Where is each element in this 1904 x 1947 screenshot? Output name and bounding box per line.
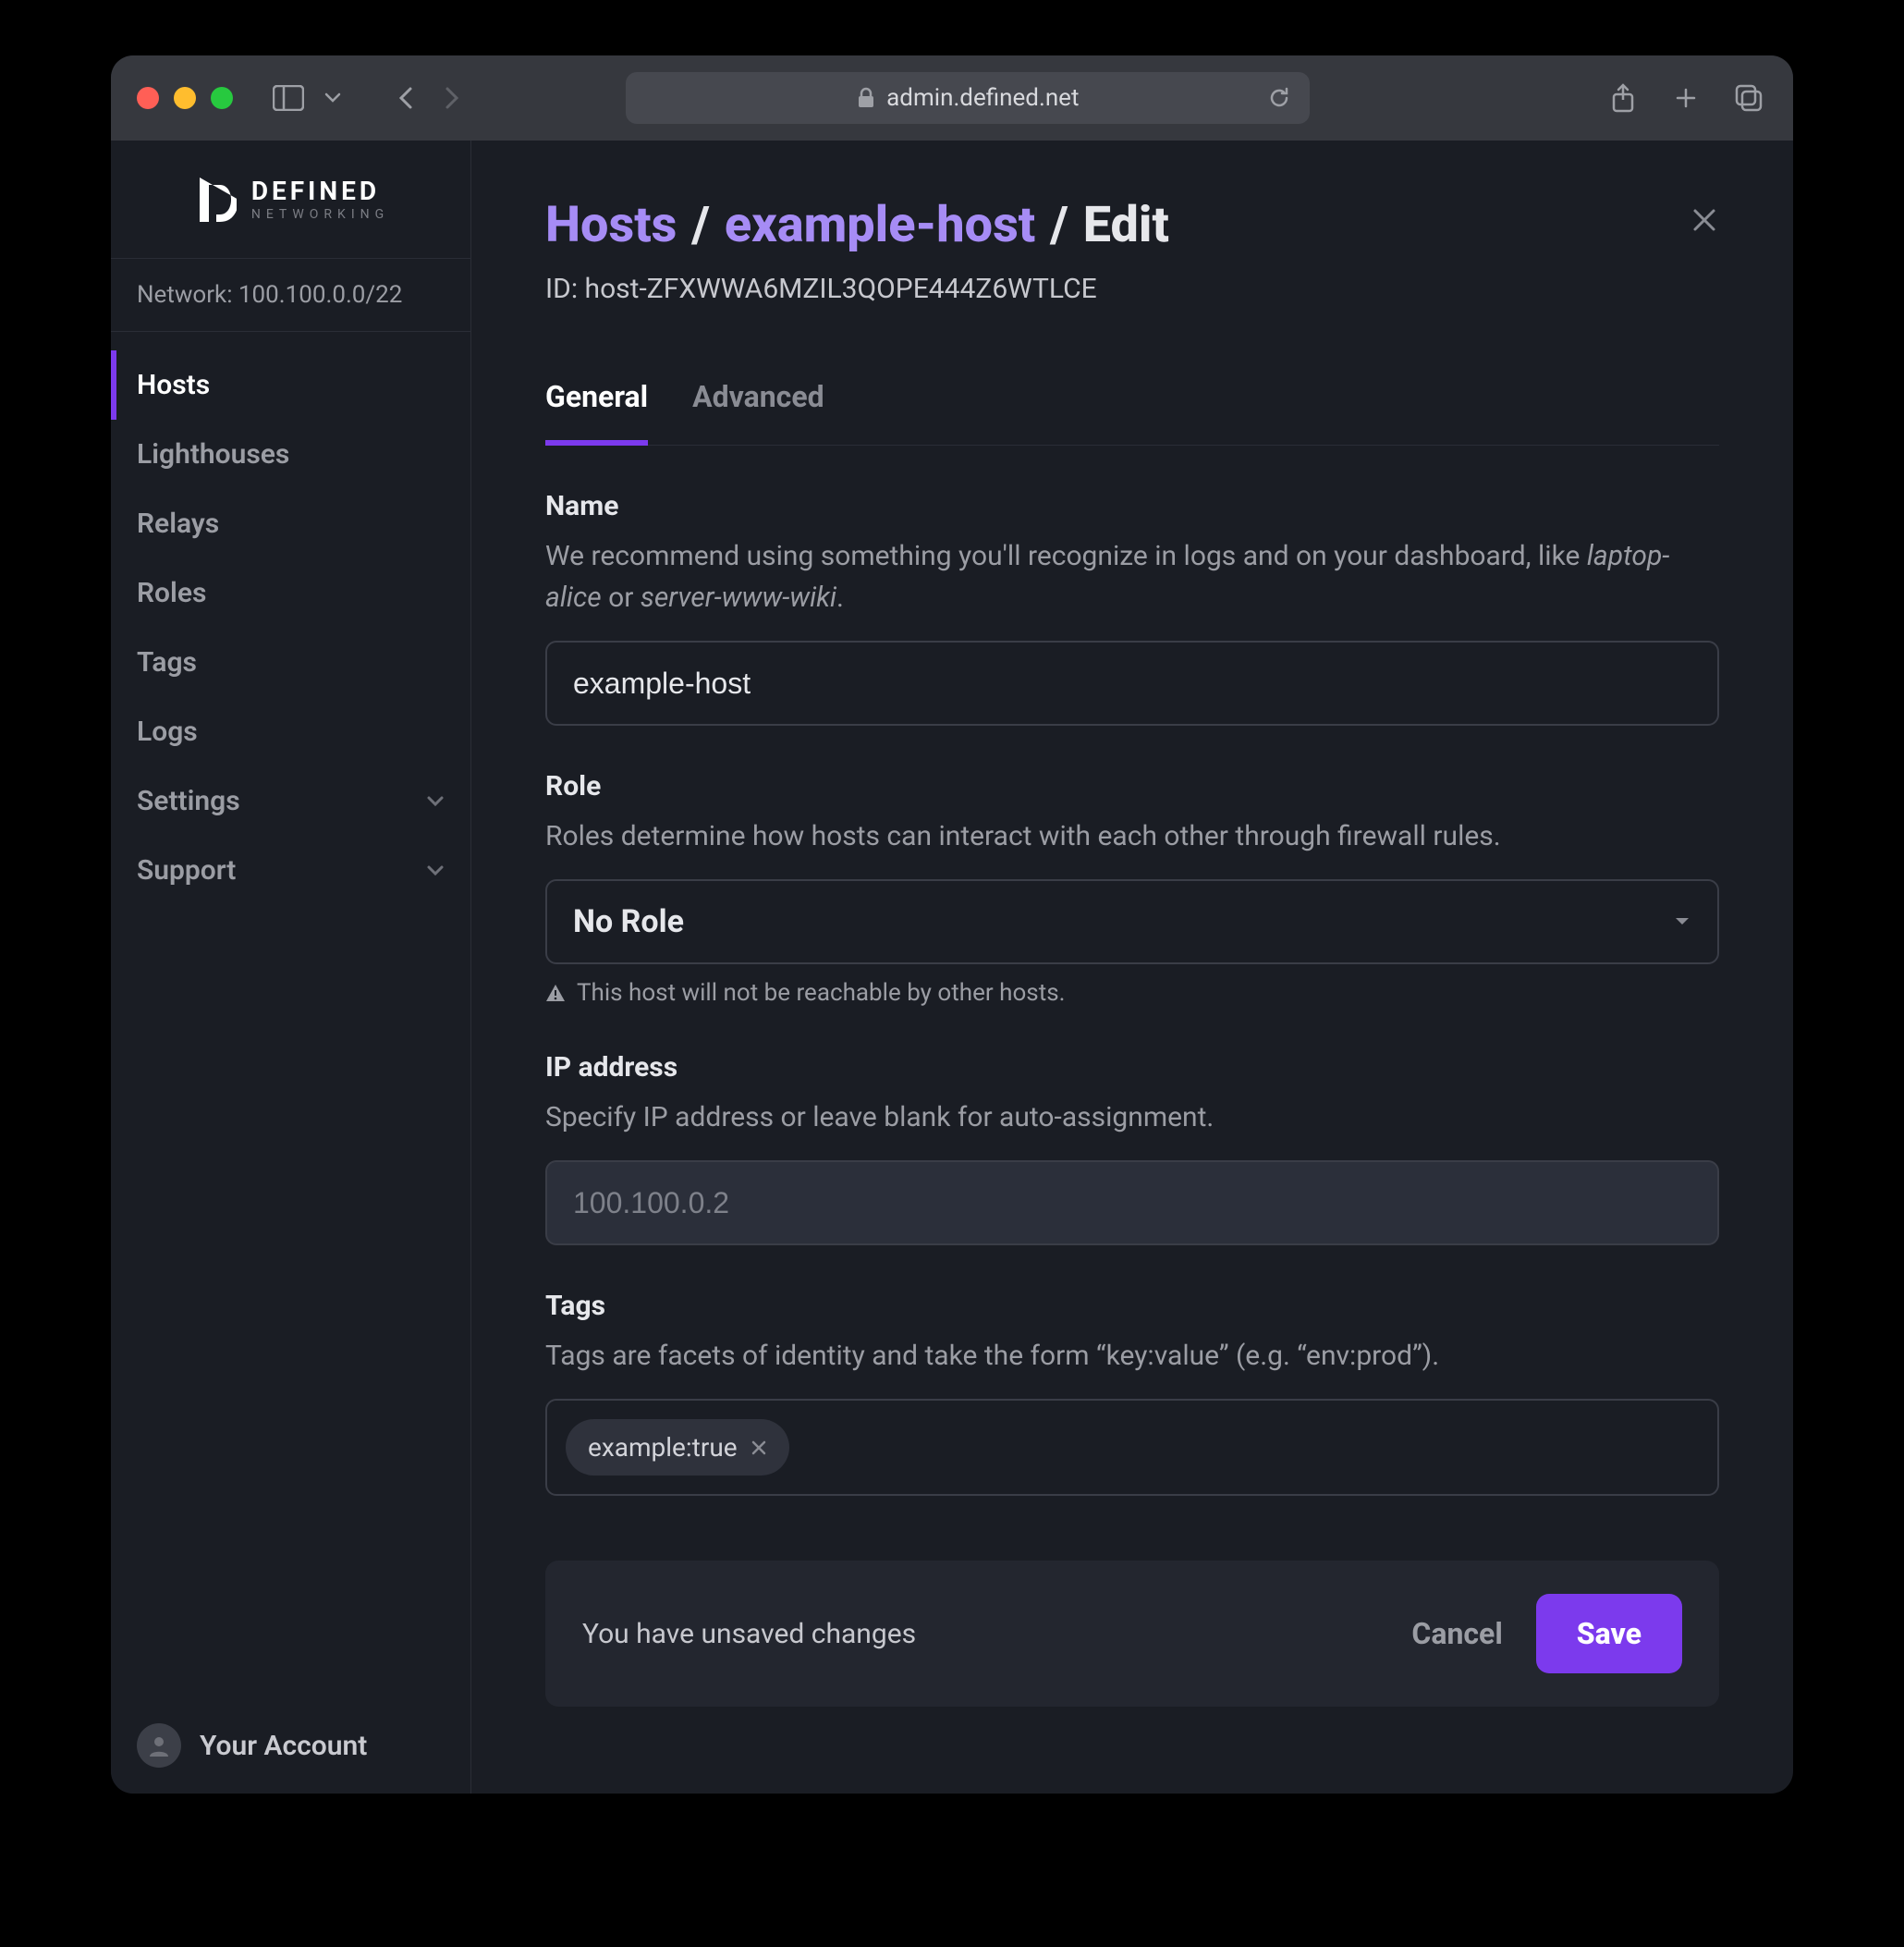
account-menu[interactable]: Your Account [111, 1697, 470, 1794]
tags-input[interactable]: example:true [545, 1399, 1719, 1496]
sidebar-item-roles[interactable]: Roles [111, 558, 470, 628]
new-tab-icon[interactable] [1667, 80, 1704, 116]
field-label: IP address [545, 1051, 1719, 1084]
tab-general[interactable]: General [545, 361, 648, 446]
sidebar-item-label: Logs [137, 716, 198, 748]
chevron-down-icon[interactable] [314, 80, 351, 116]
chevron-down-icon [426, 864, 445, 877]
field-label: Tags [545, 1290, 1719, 1322]
brand-logo[interactable]: DEFINED NETWORKING [111, 141, 470, 259]
field-name: Name We recommend using something you'll… [545, 490, 1719, 726]
nav: Hosts Lighthouses Relays Roles Tags Logs [111, 332, 470, 1697]
sidebar-item-hosts[interactable]: Hosts [111, 350, 470, 420]
lock-icon [857, 87, 875, 109]
cancel-button[interactable]: Cancel [1411, 1616, 1502, 1651]
maximize-window-dot[interactable] [211, 87, 233, 109]
logo-icon [192, 174, 237, 226]
tabs-overview-icon[interactable] [1730, 80, 1767, 116]
main-content: Hosts / example-host / Edit ID: host-ZFX… [471, 141, 1793, 1794]
sidebar-item-settings[interactable]: Settings [111, 766, 470, 836]
tag-chip-label: example:true [588, 1432, 738, 1463]
avatar-icon [137, 1723, 181, 1768]
field-help: Specify IP address or leave blank for au… [545, 1096, 1719, 1138]
close-window-dot[interactable] [137, 87, 159, 109]
sidebar-item-label: Roles [137, 577, 206, 609]
forward-icon[interactable] [433, 80, 470, 116]
browser-window: admin.defined.net DEF [111, 55, 1793, 1794]
breadcrumb-separator: / [691, 196, 710, 254]
titlebar: admin.defined.net [111, 55, 1793, 141]
sidebar-item-support[interactable]: Support [111, 836, 470, 905]
back-icon[interactable] [388, 80, 425, 116]
field-role: Role Roles determine how hosts can inter… [545, 770, 1719, 1007]
reload-icon[interactable] [1267, 86, 1291, 110]
tag-chip: example:true [566, 1419, 789, 1476]
breadcrumb-separator: / [1050, 196, 1068, 254]
field-label: Name [545, 490, 1719, 522]
field-help: We recommend using something you'll reco… [545, 535, 1719, 618]
traffic-lights [137, 87, 233, 109]
host-id: ID: host-ZFXWWA6MZIL3QOPE444Z6WTLCE [545, 273, 1719, 305]
role-select[interactable]: No Role [545, 879, 1719, 964]
close-icon[interactable] [1690, 205, 1719, 235]
sidebar-item-label: Support [137, 854, 236, 887]
role-warning-text: This host will not be reachable by other… [577, 979, 1065, 1007]
field-ip: IP address Specify IP address or leave b… [545, 1051, 1719, 1245]
sidebar-item-label: Settings [137, 785, 240, 817]
warning-icon [545, 984, 566, 1002]
tab-label: Advanced [692, 379, 824, 414]
url-text: admin.defined.net [886, 84, 1079, 112]
url-bar[interactable]: admin.defined.net [626, 72, 1310, 124]
breadcrumb: Hosts / example-host / Edit [545, 196, 1719, 254]
sidebar-item-logs[interactable]: Logs [111, 697, 470, 766]
role-warning: This host will not be reachable by other… [545, 979, 1719, 1007]
breadcrumb-hosts[interactable]: Hosts [545, 196, 677, 254]
share-icon[interactable] [1605, 80, 1642, 116]
breadcrumb-current: Edit [1083, 196, 1169, 254]
chevron-down-icon [426, 795, 445, 808]
sidebar-item-tags[interactable]: Tags [111, 628, 470, 697]
sidebar-item-relays[interactable]: Relays [111, 489, 470, 558]
sidebar-item-lighthouses[interactable]: Lighthouses [111, 420, 470, 489]
field-tags: Tags Tags are facets of identity and tak… [545, 1290, 1719, 1496]
unsaved-changes-bar: You have unsaved changes Cancel Save [545, 1561, 1719, 1707]
tab-label: General [545, 379, 648, 414]
sidebar-item-label: Relays [137, 508, 219, 540]
remove-tag-icon[interactable] [751, 1439, 767, 1456]
breadcrumb-host-name[interactable]: example-host [725, 196, 1035, 254]
sidebar-item-label: Hosts [137, 369, 210, 401]
account-label: Your Account [200, 1730, 367, 1762]
unsaved-message: You have unsaved changes [582, 1618, 916, 1650]
minimize-window-dot[interactable] [174, 87, 196, 109]
sidebar: DEFINED NETWORKING Network: 100.100.0.0/… [111, 141, 471, 1794]
role-select-value: No Role [573, 903, 684, 940]
sidebar-item-label: Lighthouses [137, 438, 289, 471]
field-help: Roles determine how hosts can interact w… [545, 815, 1719, 857]
tabs: General Advanced [545, 361, 1719, 446]
sidebar-toggle-icon[interactable] [270, 80, 307, 116]
field-label: Role [545, 770, 1719, 802]
tab-advanced[interactable]: Advanced [692, 361, 824, 445]
network-label: Network: 100.100.0.0/22 [111, 259, 470, 332]
field-help: Tags are facets of identity and take the… [545, 1335, 1719, 1377]
brand-subtitle: NETWORKING [251, 208, 389, 221]
caret-down-icon [1673, 915, 1691, 928]
sidebar-item-label: Tags [137, 646, 197, 679]
name-input[interactable] [545, 641, 1719, 726]
save-button[interactable]: Save [1536, 1594, 1682, 1673]
brand-name: DEFINED [251, 178, 389, 204]
ip-input[interactable] [545, 1160, 1719, 1245]
